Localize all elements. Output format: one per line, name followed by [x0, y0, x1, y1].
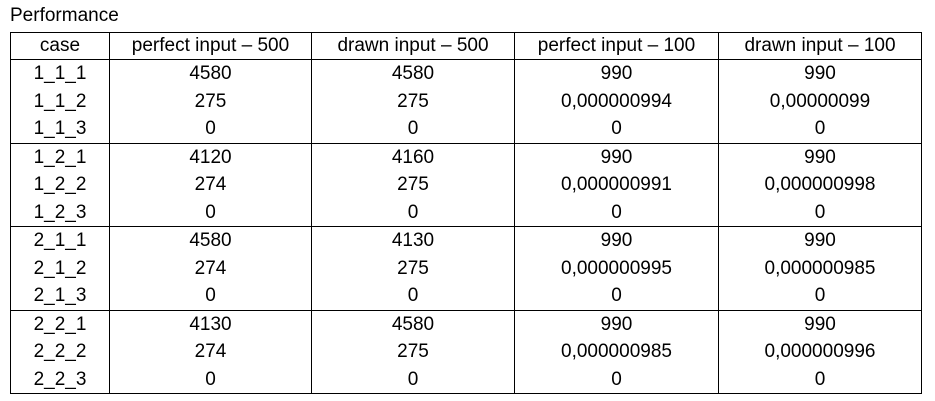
table-cell: 0 [718, 115, 922, 144]
table-row: 2_1_1 4580 4130 990 990 [10, 226, 922, 255]
table-row: 1_1_1 4580 4580 990 990 [10, 59, 922, 88]
table-cell: 0 [718, 365, 922, 394]
table-cell: 2_1_2 [10, 254, 110, 282]
table-cell: 0,000000991 [514, 171, 719, 199]
table-cell: 990 [514, 59, 719, 88]
table-row: 1_2_2 274 275 0,000000991 0,000000998 [10, 171, 922, 199]
table-cell: 274 [109, 338, 312, 366]
table-row: 2_1_3 0 0 0 0 [10, 282, 922, 311]
table-cell: 4130 [311, 226, 515, 255]
table-cell: 0 [514, 282, 719, 311]
table-cell: 2_2_1 [10, 310, 110, 338]
table-cell: 275 [109, 87, 312, 115]
table-cell: 0 [311, 282, 515, 311]
header-cell-drawn-input-100: drawn input – 100 [718, 32, 922, 60]
table-cell: 990 [514, 226, 719, 255]
table-cell: 4580 [311, 59, 515, 88]
table-caption: Performance [10, 5, 119, 26]
table-cell: 2_2_3 [10, 365, 110, 394]
header-row: case perfect input – 500 drawn input – 5… [10, 32, 922, 60]
table-row: 2_2_1 4130 4580 990 990 [10, 310, 922, 338]
table-cell: 275 [311, 171, 515, 199]
header-cell-case: case [10, 32, 110, 60]
table-cell: 990 [718, 310, 922, 338]
table-cell: 0 [311, 115, 515, 144]
table-cell: 274 [109, 171, 312, 199]
performance-table: case perfect input – 500 drawn input – 5… [10, 32, 922, 394]
table-cell: 274 [109, 254, 312, 282]
table-cell: 0 [109, 198, 312, 227]
table-cell: 4120 [109, 143, 312, 171]
table-cell: 0,000000985 [718, 254, 922, 282]
table-cell: 1_2_3 [10, 198, 110, 227]
table-cell: 2_1_1 [10, 226, 110, 255]
table-cell: 4580 [109, 226, 312, 255]
header-cell-perfect-input-100: perfect input – 100 [514, 32, 719, 60]
table-cell: 0 [718, 198, 922, 227]
table-cell: 1_1_2 [10, 87, 110, 115]
table-cell: 1_1_1 [10, 59, 110, 88]
table-cell: 0 [718, 282, 922, 311]
table-cell: 4580 [109, 59, 312, 88]
table-cell: 4580 [311, 310, 515, 338]
table-cell: 2_2_2 [10, 338, 110, 366]
table-row: 1_2_1 4120 4160 990 990 [10, 143, 922, 171]
table-cell: 990 [514, 143, 719, 171]
table-cell: 990 [718, 143, 922, 171]
table-cell: 0 [109, 115, 312, 144]
table-cell: 0,00000099 [718, 87, 922, 115]
table-cell: 275 [311, 338, 515, 366]
table-cell: 0 [514, 115, 719, 144]
table-row: 2_2_3 0 0 0 0 [10, 365, 922, 394]
table-cell: 0 [311, 198, 515, 227]
table-cell: 4130 [109, 310, 312, 338]
table-cell: 0,000000995 [514, 254, 719, 282]
table-cell: 0 [109, 282, 312, 311]
table-cell: 1_2_2 [10, 171, 110, 199]
table-cell: 4160 [311, 143, 515, 171]
table-cell: 0 [514, 198, 719, 227]
table-row: 1_2_3 0 0 0 0 [10, 198, 922, 227]
table-cell: 275 [311, 87, 515, 115]
table-cell: 0,000000996 [718, 338, 922, 366]
table-cell: 990 [718, 226, 922, 255]
table-cell: 0,000000994 [514, 87, 719, 115]
table-cell: 1_1_3 [10, 115, 110, 144]
table-cell: 990 [718, 59, 922, 88]
header-cell-perfect-input-500: perfect input – 500 [109, 32, 312, 60]
table-row: 1_1_3 0 0 0 0 [10, 115, 922, 144]
table-row: 2_1_2 274 275 0,000000995 0,000000985 [10, 254, 922, 282]
table-cell: 0,000000998 [718, 171, 922, 199]
table-cell: 275 [311, 254, 515, 282]
table-cell: 1_2_1 [10, 143, 110, 171]
header-cell-drawn-input-500: drawn input – 500 [311, 32, 515, 60]
table-cell: 0 [109, 365, 312, 394]
table-cell: 990 [514, 310, 719, 338]
table-cell: 2_1_3 [10, 282, 110, 311]
table-cell: 0 [311, 365, 515, 394]
table-cell: 0 [514, 365, 719, 394]
table-row: 1_1_2 275 275 0,000000994 0,00000099 [10, 87, 922, 115]
table-row: 2_2_2 274 275 0,000000985 0,000000996 [10, 338, 922, 366]
table-cell: 0,000000985 [514, 338, 719, 366]
